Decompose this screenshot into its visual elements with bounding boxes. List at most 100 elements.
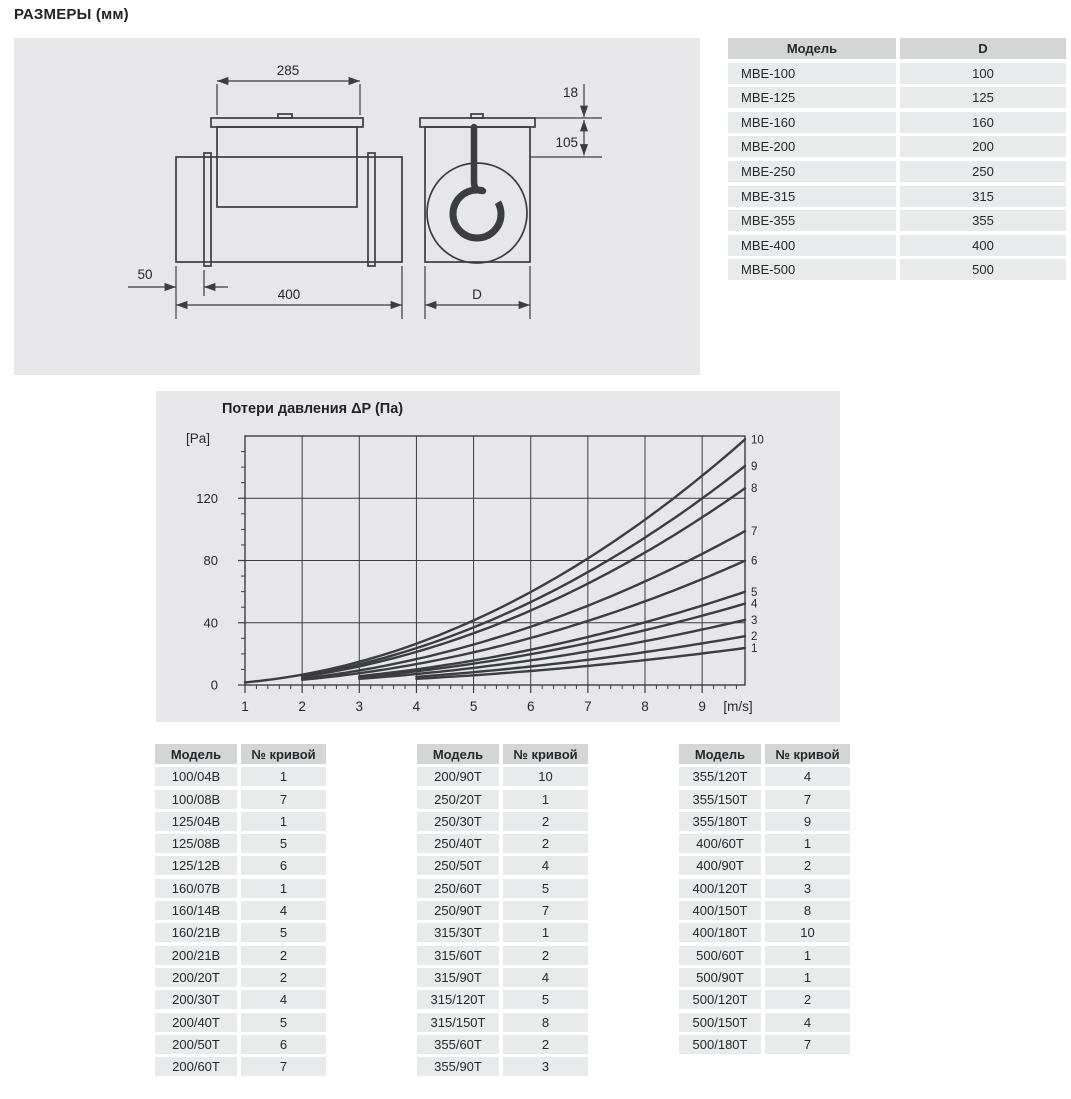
cell-value: 100 xyxy=(900,62,1066,84)
dim-label-diameter: D xyxy=(472,287,482,302)
table-row: МВЕ-160 160 xyxy=(728,111,1066,133)
header-cell-value: № кривой xyxy=(503,744,588,764)
cell-value: 5 xyxy=(503,878,588,898)
table-row: 355/90T 3 xyxy=(417,1057,588,1077)
cell-value: 5 xyxy=(503,990,588,1010)
cell-value: 7 xyxy=(765,1034,850,1054)
dimension-drawing: 285 400 50 D 18 105 xyxy=(128,63,602,319)
cell-model: 500/150T xyxy=(679,1012,761,1032)
cell-model: 355/150T xyxy=(679,789,761,809)
cell-model: МВЕ-400 xyxy=(728,234,896,256)
header-cell-value: D xyxy=(900,38,1066,59)
table-row: 315/120T 5 xyxy=(417,990,588,1010)
cell-model: 100/04B xyxy=(155,767,237,787)
table-row: 200/90T 10 xyxy=(417,767,588,787)
table-row: 315/60T 2 xyxy=(417,945,588,965)
cell-model: 315/60T xyxy=(417,945,499,965)
table-row: 200/20T 2 xyxy=(155,967,326,987)
table-row: 160/07B 1 xyxy=(155,878,326,898)
terminal-box-lid xyxy=(210,117,364,128)
table-row: 355/150T 7 xyxy=(679,789,850,809)
table-row: 500/120T 2 xyxy=(679,990,850,1010)
cell-value: 4 xyxy=(765,1012,850,1032)
table-row: 250/50T 4 xyxy=(417,856,588,876)
cell-value: 3 xyxy=(503,1057,588,1077)
cell-model: 315/150T xyxy=(417,1012,499,1032)
cell-model: 100/08B xyxy=(155,789,237,809)
y-tick-label: 40 xyxy=(204,615,218,630)
cell-model: 200/30T xyxy=(155,990,237,1010)
y-axis-unit: [Pa] xyxy=(186,431,210,446)
y-tick-label: 0 xyxy=(211,678,218,693)
table-row: 400/120T 3 xyxy=(679,878,850,898)
cell-model: 315/120T xyxy=(417,990,499,1010)
table-row: 250/60T 5 xyxy=(417,878,588,898)
pressure-curve-8 xyxy=(300,486,747,678)
cell-value: 7 xyxy=(241,789,326,809)
cell-value: 2 xyxy=(503,811,588,831)
curve-table-2: Модель № кривой 200/90T 10 250/20T 1 250/30T 2 2… xyxy=(417,744,588,1079)
x-tick-label: 5 xyxy=(470,699,478,714)
cell-value: 400 xyxy=(900,234,1066,256)
cell-value: 4 xyxy=(503,856,588,876)
cell-value: 355 xyxy=(900,210,1066,232)
pressure-curve-2 xyxy=(415,634,747,678)
cell-value: 4 xyxy=(241,901,326,921)
x-tick-label: 2 xyxy=(298,699,306,714)
table-row: 200/30T 4 xyxy=(155,990,326,1010)
pressure-curve-1 xyxy=(415,646,747,680)
cell-model: МВЕ-200 xyxy=(728,136,896,158)
cell-model: 200/50T xyxy=(155,1034,237,1054)
front-lid-knob xyxy=(470,113,484,119)
table-row: 125/12B 6 xyxy=(155,856,326,876)
cell-value: 10 xyxy=(503,767,588,787)
cell-value: 500 xyxy=(900,259,1066,281)
table-row: 200/21B 2 xyxy=(155,945,326,965)
cell-value: 7 xyxy=(765,789,850,809)
cell-model: МВЕ-160 xyxy=(728,111,896,133)
curve-label-6: 6 xyxy=(751,556,757,568)
table-row: 160/14B 4 xyxy=(155,901,326,921)
table-row: 400/60T 1 xyxy=(679,834,850,854)
cell-model: 400/150T xyxy=(679,901,761,921)
cell-value: 2 xyxy=(765,856,850,876)
cell-model: 200/90T xyxy=(417,767,499,787)
table-row: 500/90T 1 xyxy=(679,967,850,987)
cell-value: 1 xyxy=(241,878,326,898)
pressure-curve-7 xyxy=(300,529,747,680)
cell-value: 2 xyxy=(241,945,326,965)
pressure-curve-10 xyxy=(243,438,747,684)
front-lid xyxy=(419,117,536,128)
cell-value: 7 xyxy=(241,1057,326,1077)
cell-value: 9 xyxy=(765,811,850,831)
page-title: РАЗМЕРЫ (мм) xyxy=(14,6,129,23)
cell-model: 160/07B xyxy=(155,878,237,898)
table-row: 400/150T 8 xyxy=(679,901,850,921)
table-row: МВЕ-400 400 xyxy=(728,234,1066,256)
curve-label-3: 3 xyxy=(751,615,757,627)
cell-value: 1 xyxy=(503,789,588,809)
cell-model: МВЕ-125 xyxy=(728,87,896,109)
cell-model: 160/14B xyxy=(155,901,237,921)
table-row: 160/21B 5 xyxy=(155,923,326,943)
table-row: 200/50T 6 xyxy=(155,1034,326,1054)
cell-value: 5 xyxy=(241,923,326,943)
cell-model: 315/30T xyxy=(417,923,499,943)
curve-label-2: 2 xyxy=(751,631,757,643)
table-header-row: Модель D xyxy=(728,38,1066,59)
cell-model: 355/180T xyxy=(679,811,761,831)
table-row: 200/40T 5 xyxy=(155,1012,326,1032)
cell-value: 3 xyxy=(765,878,850,898)
table-row: 100/08B 7 xyxy=(155,789,326,809)
x-tick-label: 9 xyxy=(698,699,706,714)
cell-model: 250/60T xyxy=(417,878,499,898)
table-row: 355/120T 4 xyxy=(679,767,850,787)
cell-model: 500/90T xyxy=(679,967,761,987)
pressure-curve-6 xyxy=(300,559,747,681)
cell-model: 250/90T xyxy=(417,901,499,921)
cell-model: 355/60T xyxy=(417,1034,499,1054)
cell-value: 6 xyxy=(241,1034,326,1054)
lid-knob xyxy=(277,113,293,119)
pressure-curve-4 xyxy=(358,602,747,679)
cell-value: 4 xyxy=(503,967,588,987)
